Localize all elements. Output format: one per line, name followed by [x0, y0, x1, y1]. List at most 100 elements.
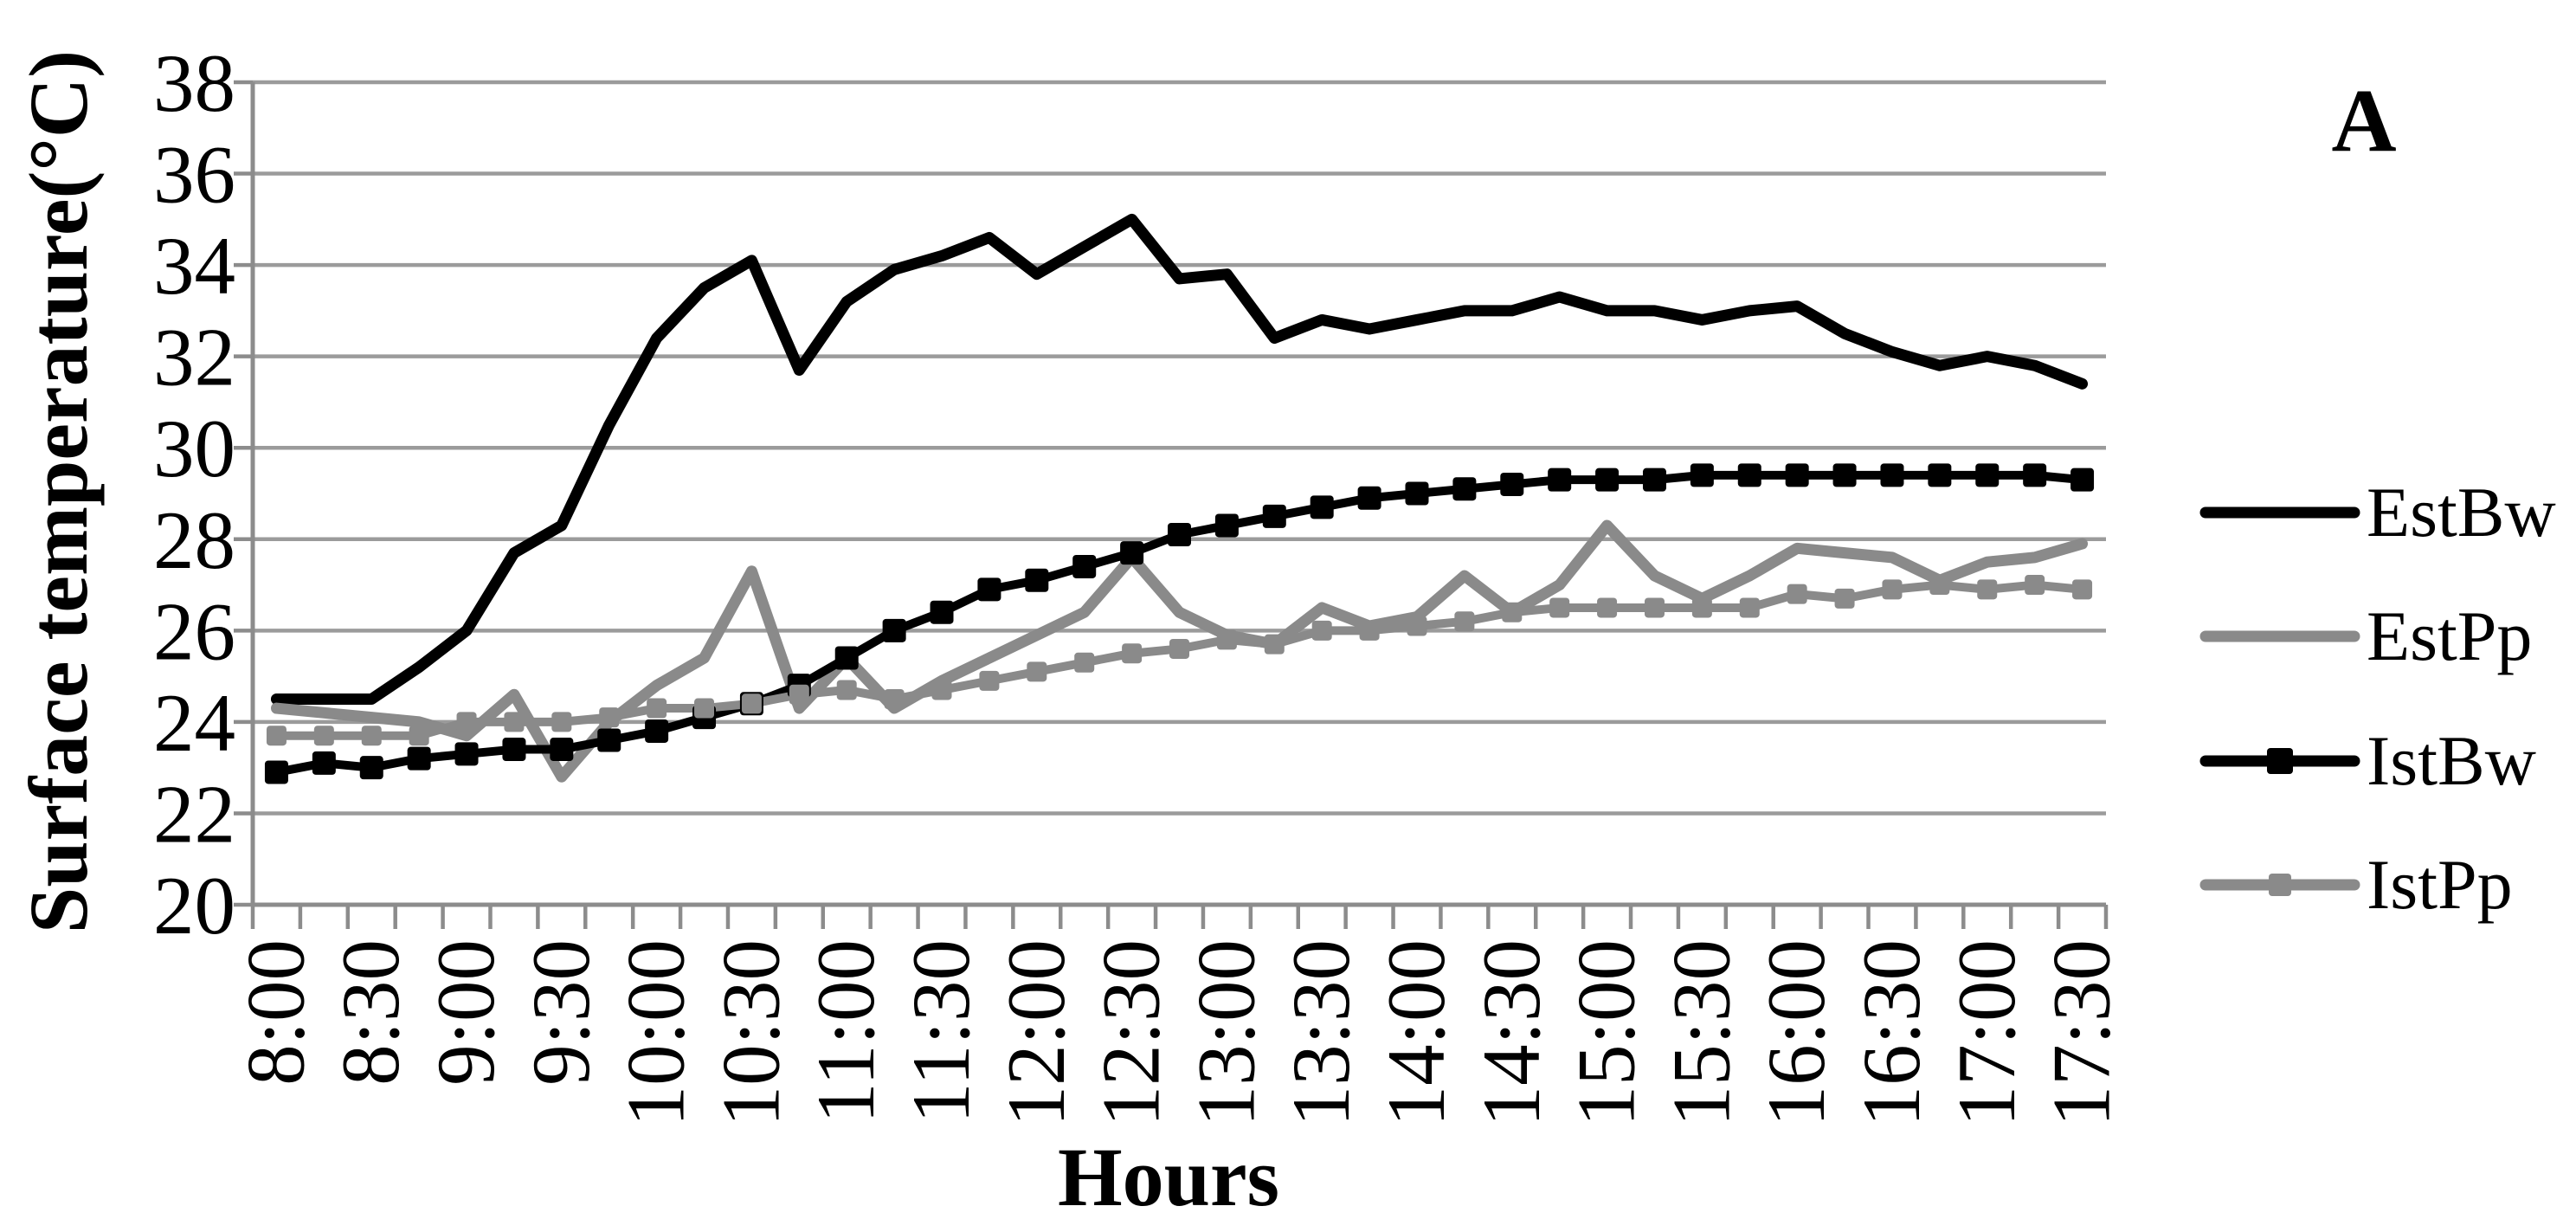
- marker-IstPp: [1502, 602, 1523, 622]
- x-tick-label-10:00: 10:00: [610, 939, 702, 1126]
- x-tick-label-13:30: 13:30: [1275, 939, 1367, 1126]
- legend-swatch-marker-IstBw: [2267, 748, 2293, 774]
- legend-swatch-marker-IstPp: [2269, 874, 2291, 896]
- x-tick-label-11:30: 11:30: [895, 939, 987, 1124]
- marker-IstBw: [930, 600, 954, 624]
- marker-IstPp: [1834, 588, 1855, 609]
- marker-IstBw: [1548, 468, 1572, 492]
- x-tick-label-13:00: 13:00: [1180, 939, 1272, 1126]
- marker-IstBw: [264, 760, 288, 784]
- marker-IstBw: [1928, 463, 1952, 487]
- marker-IstPp: [1644, 597, 1665, 618]
- x-tick-label-16:00: 16:00: [1750, 939, 1842, 1126]
- marker-IstPp: [266, 726, 287, 746]
- series-markers: [264, 463, 2095, 784]
- marker-IstBw: [882, 618, 906, 642]
- marker-IstBw: [1025, 568, 1049, 592]
- marker-IstPp: [361, 726, 382, 746]
- marker-IstPp: [1787, 584, 1807, 604]
- series-markers-IstPp: [266, 575, 2093, 746]
- marker-IstBw: [1120, 541, 1144, 565]
- marker-IstPp: [313, 726, 334, 746]
- marker-IstBw: [2023, 463, 2047, 487]
- x-tick-label-9:30: 9:30: [515, 939, 607, 1086]
- marker-IstPp: [884, 689, 905, 709]
- marker-IstBw: [1310, 495, 1334, 519]
- legend-label-EstBw: EstBw: [2367, 473, 2556, 551]
- marker-IstPp: [1122, 643, 1143, 664]
- marker-IstBw: [1500, 472, 1524, 496]
- marker-IstPp: [836, 680, 857, 700]
- x-tick-label-10:30: 10:30: [705, 939, 796, 1126]
- marker-IstPp: [1454, 611, 1475, 632]
- y-tick-label-32: 32: [153, 312, 235, 403]
- marker-IstBw: [2070, 468, 2095, 492]
- marker-IstPp: [1597, 597, 1618, 618]
- marker-IstBw: [1785, 463, 1809, 487]
- marker-IstPp: [1311, 620, 1332, 641]
- y-tick-label-22: 22: [153, 768, 235, 860]
- marker-IstPp: [1216, 629, 1237, 650]
- marker-IstPp: [1027, 661, 1047, 682]
- marker-IstBw: [1832, 463, 1857, 487]
- marker-IstPp: [1929, 575, 1950, 596]
- x-tick-label-17:30: 17:30: [2036, 939, 2128, 1126]
- marker-IstPp: [1977, 579, 1998, 600]
- marker-IstPp: [647, 698, 667, 719]
- x-tick-label-9:00: 9:00: [420, 939, 512, 1086]
- marker-IstBw: [454, 742, 479, 766]
- marker-IstPp: [2025, 575, 2045, 596]
- x-tick-label-12:30: 12:30: [1085, 939, 1177, 1126]
- y-tick-label-28: 28: [153, 494, 235, 586]
- marker-IstPp: [979, 670, 1000, 691]
- panel-label: A: [2331, 71, 2396, 171]
- marker-IstBw: [502, 738, 526, 762]
- marker-IstPp: [551, 712, 572, 732]
- marker-IstBw: [1595, 468, 1620, 492]
- x-tick-label-11:00: 11:00: [800, 939, 892, 1124]
- gridlines: [253, 80, 2106, 816]
- marker-IstBw: [359, 756, 383, 780]
- y-tick-label-34: 34: [153, 220, 235, 312]
- marker-IstBw: [1737, 463, 1761, 487]
- marker-IstPp: [1691, 597, 1712, 618]
- marker-IstBw: [1262, 504, 1286, 528]
- x-tick-labels: 8:00 8:30 9:00 9:30 10:00 10:30 11:00 11:30 12:0…: [229, 939, 2127, 1126]
- marker-IstBw: [1072, 554, 1097, 578]
- y-tick-label-36: 36: [153, 129, 235, 221]
- marker-IstPp: [741, 693, 762, 714]
- x-tick-label-14:00: 14:00: [1370, 939, 1462, 1126]
- marker-IstBw: [1642, 468, 1666, 492]
- y-axis-title: Surface temperature(°C): [12, 50, 105, 933]
- y-tick-label-30: 30: [153, 403, 235, 494]
- marker-IstPp: [1549, 597, 1570, 618]
- marker-IstBw: [1405, 481, 1429, 506]
- legend-label-IstPp: IstPp: [2367, 845, 2513, 924]
- series-line-EstPp: [270, 519, 2089, 783]
- legend-item-IstPp: IstPp: [2199, 845, 2513, 924]
- marker-IstBw: [645, 719, 669, 743]
- marker-IstBw: [1452, 477, 1477, 501]
- marker-IstPp: [1359, 620, 1380, 641]
- marker-IstPp: [1074, 652, 1095, 673]
- y-tick-label-20: 20: [153, 860, 235, 951]
- x-tick-label-14:30: 14:30: [1465, 939, 1557, 1126]
- x-tick-label-17:00: 17:00: [1941, 939, 2032, 1126]
- axes: [234, 80, 2109, 929]
- marker-IstPp: [1407, 616, 1427, 636]
- series-line-EstBw: [270, 213, 2089, 705]
- x-tick-label-16:30: 16:30: [1845, 939, 1937, 1126]
- legend-item-IstBw: IstBw: [2199, 721, 2536, 800]
- marker-IstBw: [1880, 463, 1904, 487]
- marker-IstPp: [931, 680, 952, 700]
- marker-IstPp: [1882, 579, 1903, 600]
- marker-IstPp: [599, 707, 620, 728]
- series-markers-IstBw: [264, 463, 2095, 784]
- marker-IstPp: [504, 712, 525, 732]
- marker-IstBw: [312, 751, 336, 775]
- y-tick-label-26: 26: [153, 585, 235, 677]
- marker-IstPp: [456, 712, 477, 732]
